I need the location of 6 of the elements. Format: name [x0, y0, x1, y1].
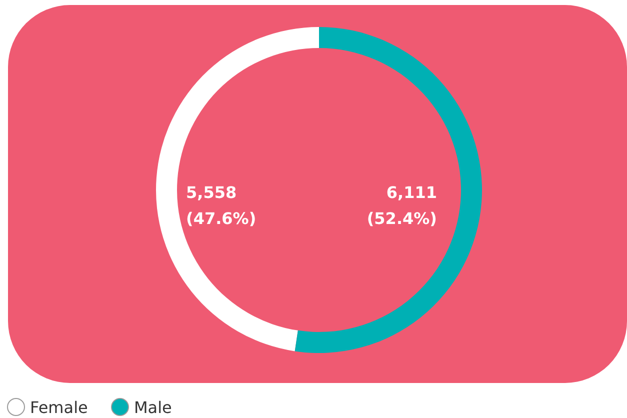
donut-slice — [294, 27, 482, 353]
donut-slice — [156, 27, 319, 352]
legend-label: Female — [30, 398, 88, 417]
legend-label: Male — [134, 398, 172, 417]
data-label: 5,558 (47.6%) — [186, 183, 256, 228]
data-label: 6,111 (52.4%) — [366, 183, 437, 228]
